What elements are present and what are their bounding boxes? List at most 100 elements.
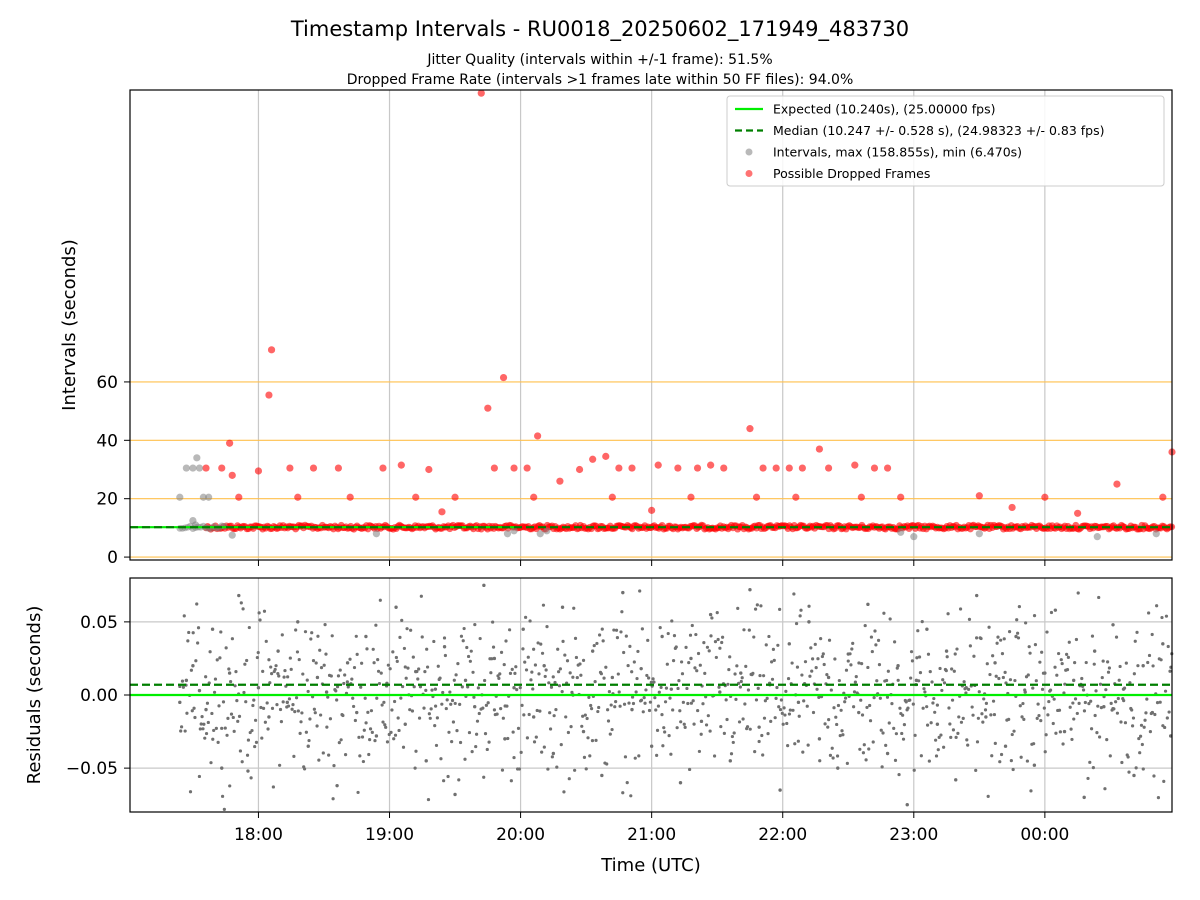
residual-point [799, 608, 803, 612]
residual-point [308, 717, 312, 721]
residual-point [247, 625, 251, 630]
residual-point [948, 722, 952, 726]
residual-point [549, 685, 554, 689]
residual-point [396, 716, 400, 720]
residual-point [521, 627, 525, 631]
residual-point [1019, 755, 1023, 759]
residual-point [975, 593, 979, 598]
residual-point [901, 713, 905, 717]
residual-point [987, 625, 991, 629]
residual-point [629, 794, 633, 798]
residual-point [336, 674, 341, 678]
residual-point [507, 628, 512, 632]
residual-point [210, 627, 215, 631]
residual-point [560, 605, 565, 609]
residual-point [832, 706, 836, 710]
residual-point [666, 631, 670, 636]
residual-point [807, 620, 811, 624]
residual-point [1106, 660, 1110, 664]
residual-point [484, 703, 489, 707]
residual-point [434, 704, 438, 708]
residual-point [197, 774, 202, 779]
residual-point [860, 662, 864, 666]
residual-point [696, 708, 700, 713]
residual-point [872, 696, 876, 700]
legend-marker-swatch [745, 148, 753, 156]
residual-point [554, 707, 558, 712]
residual-point [993, 741, 997, 745]
residual-point [957, 715, 961, 719]
intervals-points [176, 89, 1176, 541]
residual-point [787, 712, 792, 716]
dropped-frame-point [1113, 480, 1121, 488]
residual-point [590, 649, 595, 653]
residual-point [499, 707, 503, 711]
residual-point [625, 781, 629, 785]
residual-point [447, 730, 451, 734]
residual-point [935, 722, 940, 726]
residual-point [786, 676, 791, 681]
residual-point [408, 708, 412, 712]
residual-point [1142, 725, 1146, 729]
residual-point [436, 664, 440, 668]
residual-point [264, 639, 268, 643]
dropped-frame-point [815, 445, 824, 453]
residual-point [766, 732, 770, 736]
dropped-frame-point [674, 464, 682, 472]
residual-point [475, 719, 480, 723]
dropped-frame-point [1008, 503, 1016, 512]
residual-point [515, 688, 519, 692]
interval-point [1093, 533, 1101, 541]
residual-point [294, 696, 299, 700]
residual-point [455, 729, 459, 733]
residual-point [1148, 730, 1152, 734]
residual-point [433, 723, 437, 728]
dropped-frame-point [798, 464, 806, 472]
residual-point [738, 685, 743, 689]
residuals-points [178, 583, 1174, 811]
residual-point [778, 788, 782, 792]
residual-point [345, 680, 349, 684]
residual-point [271, 785, 275, 789]
residual-point [367, 752, 371, 757]
residual-point [939, 733, 943, 737]
residual-point [701, 702, 705, 706]
residual-point [473, 622, 477, 627]
residual-point [590, 739, 595, 743]
residual-point [426, 797, 431, 802]
residual-point [1165, 716, 1169, 720]
residual-point [279, 720, 284, 724]
residual-point [821, 652, 825, 656]
residual-point [1138, 751, 1142, 755]
residual-point [1040, 650, 1044, 654]
interval-point [536, 530, 544, 538]
residual-point [492, 708, 497, 712]
residual-point [1147, 611, 1151, 615]
residual-point [864, 758, 868, 762]
residual-point [754, 698, 759, 702]
residual-point [1014, 634, 1018, 639]
residual-point [1155, 701, 1160, 705]
residual-point [1141, 664, 1145, 668]
residual-point [553, 680, 557, 685]
residual-point [302, 767, 307, 771]
residual-point [314, 661, 318, 665]
residual-point [1114, 635, 1119, 639]
residual-point [1077, 701, 1081, 705]
residual-point [764, 643, 768, 647]
residual-point [997, 676, 1001, 681]
residual-point [708, 612, 713, 617]
residual-point [866, 665, 870, 670]
residual-point [528, 619, 532, 623]
residual-point [642, 696, 646, 700]
residual-point [442, 779, 446, 783]
residual-point [707, 649, 711, 653]
residual-point [857, 710, 861, 715]
residual-point [224, 646, 228, 650]
residual-point [975, 740, 980, 744]
residual-point [559, 743, 563, 747]
dropped-frame-point [379, 464, 387, 472]
residual-point [283, 668, 287, 673]
residual-point [597, 705, 601, 710]
dropped-frame-point [654, 461, 662, 469]
